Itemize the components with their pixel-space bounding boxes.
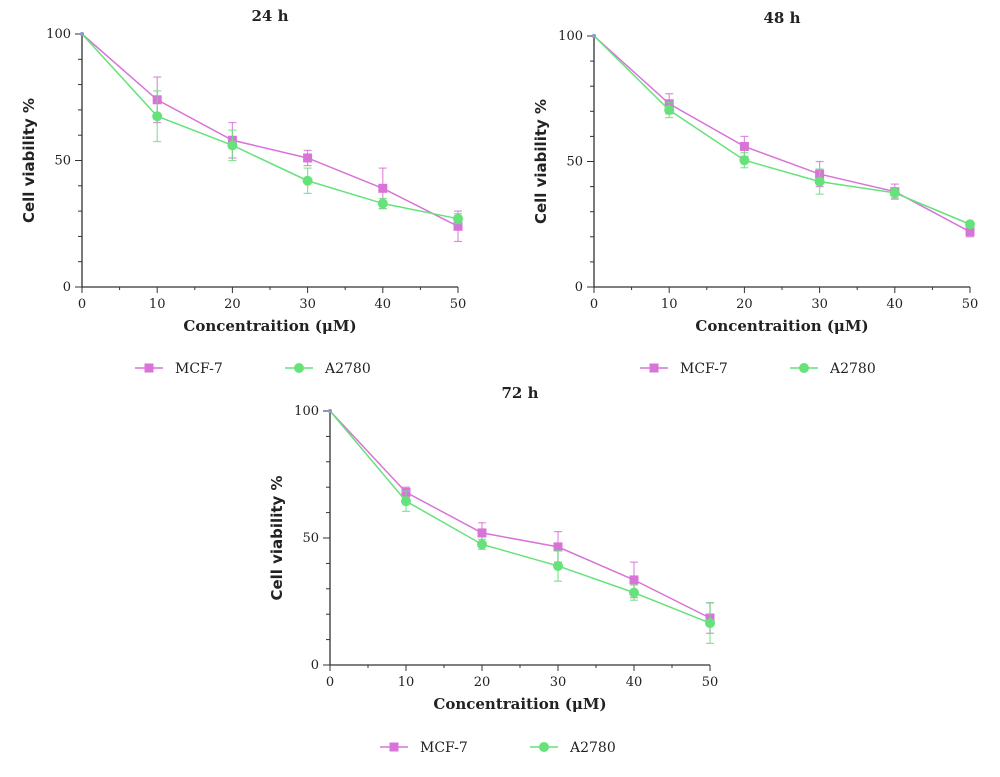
x-tick-label: 20 <box>736 297 753 312</box>
series-line <box>81 33 459 227</box>
chart-24h: 24 h 0 50 100 0 10 20 30 40 50 Concentraition (μM)… <box>20 7 466 377</box>
data-point-origin <box>328 409 332 413</box>
series-line <box>593 35 971 225</box>
data-point <box>739 141 749 151</box>
x-tick-label: 40 <box>887 297 904 312</box>
x-tick-label: 0 <box>78 297 86 312</box>
chart-title: 24 h <box>251 7 288 25</box>
x-tick-label: 20 <box>224 297 241 312</box>
legend-square-icon <box>389 742 399 752</box>
y-tick-label: 100 <box>558 29 583 44</box>
data-point <box>303 153 313 163</box>
y-tick-label: 0 <box>575 280 583 295</box>
data-point <box>152 111 163 122</box>
legend-item-mcf-7: MCF-7 <box>640 361 728 377</box>
y-tick-label: 100 <box>294 404 319 419</box>
data-point <box>965 227 975 237</box>
data-point <box>453 213 463 224</box>
data-point <box>553 542 563 552</box>
legend-label: MCF-7 <box>420 740 468 756</box>
legend-item-a2780: A2780 <box>790 361 876 377</box>
y-tick-label: 50 <box>54 154 71 169</box>
series-a2780 <box>592 34 975 230</box>
y-tick-label: 100 <box>46 27 71 42</box>
y-tick-label: 50 <box>302 531 319 546</box>
x-tick-label: 0 <box>590 297 598 312</box>
y-tick-label: 0 <box>63 280 71 295</box>
x-tick-label: 10 <box>661 297 678 312</box>
legend-label: MCF-7 <box>680 361 728 377</box>
legend-circle-icon <box>539 742 549 752</box>
y-axis-label: Cell viability % <box>532 99 550 224</box>
data-point-origin <box>80 32 84 36</box>
data-point <box>477 528 487 538</box>
y-axis-label: Cell viability % <box>268 475 286 600</box>
data-point <box>302 175 313 186</box>
data-point <box>705 618 715 629</box>
series-a2780 <box>80 32 463 225</box>
data-point <box>227 140 238 151</box>
data-point <box>377 198 388 209</box>
data-point <box>401 496 411 507</box>
legend-square-icon <box>144 363 154 373</box>
x-tick-label: 50 <box>450 297 467 312</box>
data-point <box>739 155 750 166</box>
chart-title: 48 h <box>763 9 800 27</box>
legend-item-a2780: A2780 <box>285 361 371 377</box>
series-line <box>593 35 971 233</box>
x-tick-label: 30 <box>811 297 828 312</box>
legend-circle-icon <box>799 363 809 373</box>
x-tick-label: 10 <box>149 297 166 312</box>
x-tick-label: 10 <box>398 675 415 690</box>
x-axis-label: Concentraition (μM) <box>433 695 606 713</box>
x-axis-label: Concentraition (μM) <box>695 317 868 335</box>
data-point <box>814 176 825 187</box>
series-a2780 <box>328 409 715 645</box>
legend-item-a2780: A2780 <box>530 740 616 756</box>
series-mcf-7 <box>592 34 975 238</box>
data-point <box>629 575 639 585</box>
data-point-origin <box>592 34 596 38</box>
legend-item-mcf-7: MCF-7 <box>135 361 223 377</box>
legend-square-icon <box>649 363 659 373</box>
x-axis-label: Concentraition (μM) <box>183 317 356 335</box>
chart-72h: 72 h 0 50 100 0 10 20 30 40 50 Concentraition (μM)… <box>268 384 718 756</box>
data-point <box>453 221 463 231</box>
chart-48h: 48 h 0 50 100 0 10 20 30 40 50 Concentraition (μM)… <box>532 9 978 377</box>
legend-label: A2780 <box>569 740 616 756</box>
data-point <box>664 105 675 116</box>
series-mcf-7 <box>328 409 715 634</box>
y-axis-label: Cell viability % <box>20 98 38 223</box>
y-tick-label: 0 <box>311 658 319 673</box>
x-tick-label: 40 <box>626 675 643 690</box>
x-tick-label: 50 <box>702 675 719 690</box>
series-mcf-7 <box>80 32 463 243</box>
data-point <box>629 587 639 598</box>
chart-title: 72 h <box>501 384 538 402</box>
data-point <box>378 183 388 193</box>
data-point <box>477 539 487 550</box>
data-point <box>889 187 900 198</box>
legend-item-mcf-7: MCF-7 <box>380 740 468 756</box>
x-tick-label: 40 <box>375 297 392 312</box>
x-tick-label: 30 <box>550 675 567 690</box>
x-tick-label: 50 <box>962 297 979 312</box>
legend-label: A2780 <box>829 361 876 377</box>
series-line <box>329 410 711 619</box>
x-tick-label: 20 <box>474 675 491 690</box>
legend-label: A2780 <box>324 361 371 377</box>
legend-circle-icon <box>294 363 304 373</box>
y-tick-label: 50 <box>566 155 583 170</box>
data-point <box>965 219 975 230</box>
legend-label: MCF-7 <box>175 361 223 377</box>
x-tick-label: 30 <box>299 297 316 312</box>
x-tick-label: 0 <box>326 675 334 690</box>
data-point <box>553 560 563 571</box>
series-line <box>81 33 459 220</box>
series-line <box>329 410 711 624</box>
